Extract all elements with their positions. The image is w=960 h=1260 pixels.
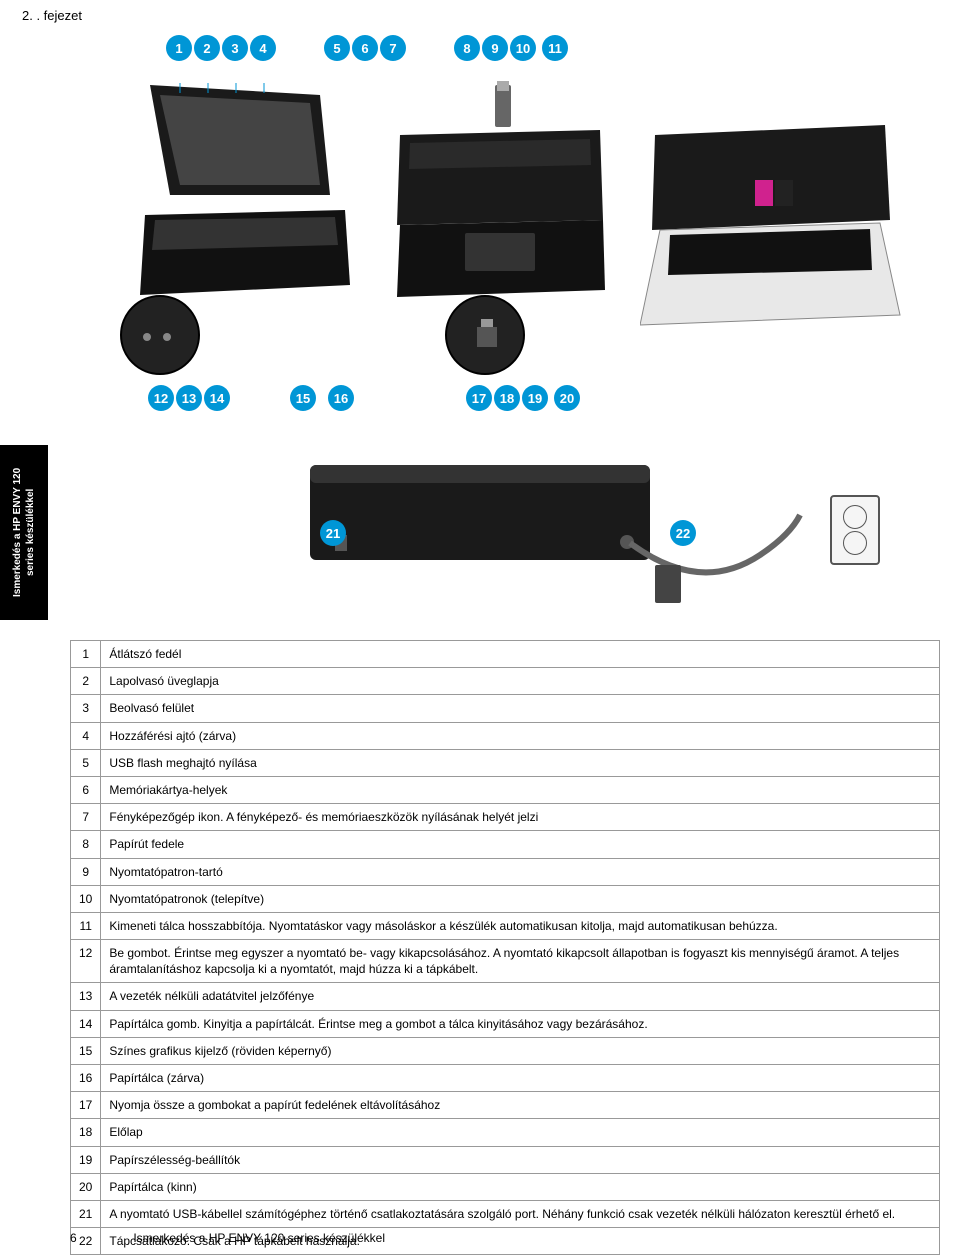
callout-15: 15 xyxy=(290,385,316,411)
table-row: 6Memóriakártya-helyek xyxy=(71,776,940,803)
callout-5: 5 xyxy=(324,35,350,61)
table-row: 14Papírtálca gomb. Kinyitja a papírtálcá… xyxy=(71,1010,940,1037)
device-view-rear: 21 22 xyxy=(200,435,820,625)
table-row: 20Papírtálca (kinn) xyxy=(71,1173,940,1200)
table-row: 3Beolvasó felület xyxy=(71,695,940,722)
device-views-top xyxy=(130,75,910,355)
callout-2: 2 xyxy=(194,35,220,61)
table-row: 7Fényképezőgép ikon. A fényképező- és me… xyxy=(71,804,940,831)
table-row: 21A nyomtató USB-kábellel számítógéphez … xyxy=(71,1200,940,1227)
callout-11: 11 xyxy=(542,35,568,61)
table-row: 15Színes grafikus kijelző (röviden képer… xyxy=(71,1037,940,1064)
power-outlet-icon xyxy=(830,495,880,565)
table-row: 10Nyomtatópatronok (telepítve) xyxy=(71,885,940,912)
callout-19: 19 xyxy=(522,385,548,411)
callout-4: 4 xyxy=(250,35,276,61)
callout-18: 18 xyxy=(494,385,520,411)
parts-table-body: 1Átlátszó fedél 2Lapolvasó üveglapja 3Be… xyxy=(71,641,940,1255)
callout-13: 13 xyxy=(176,385,202,411)
diagram-area: 1 2 3 4 5 6 7 8 9 10 11 xyxy=(130,35,910,635)
parts-table: 1Átlátszó fedél 2Lapolvasó üveglapja 3Be… xyxy=(70,640,940,1255)
table-row: 11Kimeneti tálca hosszabbítója. Nyomtatá… xyxy=(71,912,940,939)
table-row: 2Lapolvasó üveglapja xyxy=(71,668,940,695)
inset-detail-center xyxy=(445,295,525,375)
callout-row-mid: 12 13 14 15 16 17 18 19 20 xyxy=(130,385,910,415)
page-footer: 6 Ismerkedés a HP ENVY 120 series készül… xyxy=(70,1231,385,1245)
callout-1: 1 xyxy=(166,35,192,61)
table-row: 18Előlap xyxy=(71,1119,940,1146)
printer-view-cartridge xyxy=(640,75,910,335)
printer-view-front xyxy=(385,75,615,335)
table-row: 19Papírszélesség-beállítók xyxy=(71,1146,940,1173)
sidebar-tab: Ismerkedés a HP ENVY 120 series készülék… xyxy=(0,445,48,620)
table-row: 8Papírút fedele xyxy=(71,831,940,858)
callout-row-top: 1 2 3 4 5 6 7 8 9 10 11 xyxy=(130,35,910,65)
chapter-header: 2. . fejezet xyxy=(22,8,82,23)
table-row: 5USB flash meghajtó nyílása xyxy=(71,749,940,776)
callout-20: 20 xyxy=(554,385,580,411)
callout-9: 9 xyxy=(482,35,508,61)
callout-10: 10 xyxy=(510,35,536,61)
callout-14: 14 xyxy=(204,385,230,411)
table-row: 1Átlátszó fedél xyxy=(71,641,940,668)
callout-16: 16 xyxy=(328,385,354,411)
table-row: 17Nyomja össze a gombokat a papírút fede… xyxy=(71,1092,940,1119)
table-row: 13A vezeték nélküli adatátvitel jelzőfén… xyxy=(71,983,940,1010)
table-row: 9Nyomtatópatron-tartó xyxy=(71,858,940,885)
table-row: 4Hozzáférési ajtó (zárva) xyxy=(71,722,940,749)
page-number: 6 xyxy=(70,1231,130,1245)
callout-21: 21 xyxy=(320,520,346,546)
table-row: 16Papírtálca (zárva) xyxy=(71,1065,940,1092)
callout-22: 22 xyxy=(670,520,696,546)
inset-detail-left xyxy=(120,295,200,375)
callout-6: 6 xyxy=(352,35,378,61)
callout-12: 12 xyxy=(148,385,174,411)
callout-3: 3 xyxy=(222,35,248,61)
footer-title: Ismerkedés a HP ENVY 120 series készülék… xyxy=(133,1231,385,1245)
callout-17: 17 xyxy=(466,385,492,411)
table-row: 12Be gombot. Érintse meg egyszer a nyomt… xyxy=(71,940,940,983)
callout-8: 8 xyxy=(454,35,480,61)
callout-7: 7 xyxy=(380,35,406,61)
